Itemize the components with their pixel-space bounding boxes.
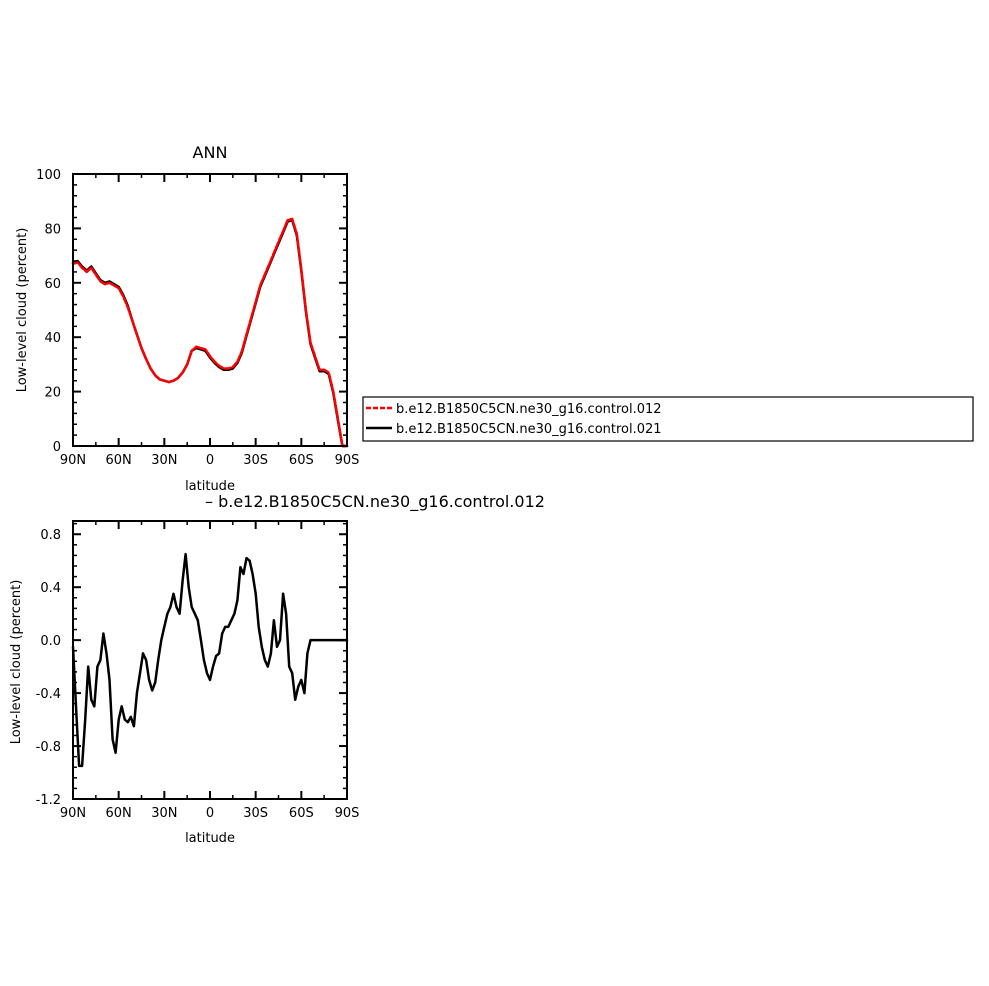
- x-axis-title: latitude: [185, 479, 235, 494]
- y-tick-label: 80: [44, 222, 61, 237]
- y-tick-label: 20: [44, 386, 61, 401]
- bottom-line-chart: – b.e12.B1850C5CN.ne30_g16.control.012 9…: [9, 492, 545, 846]
- x-tick-label: 90S: [335, 806, 360, 821]
- legend-label-series-1: b.e12.B1850C5CN.ne30_g16.control.012: [396, 402, 662, 417]
- y-tick-label: 0.8: [40, 528, 61, 543]
- legend-box: [362, 396, 974, 442]
- bottom-axes: 90N 60N 30N 0 30S 60S 90S -1.2 -0.8 -0.4 0.0 0.4 0.8: [36, 521, 360, 821]
- y-tick-label: 60: [44, 277, 61, 292]
- y-axis-title: Low-level cloud (percent): [9, 580, 24, 745]
- x-tick-label: 90N: [60, 453, 86, 468]
- x-tick-label: 30N: [151, 806, 177, 821]
- x-tick-label: 60S: [289, 453, 314, 468]
- y-tick-label: 0.0: [40, 634, 61, 649]
- y-tick-label: -0.4: [36, 687, 61, 702]
- x-tick-label: 30N: [151, 453, 177, 468]
- x-tick-label: 0: [206, 453, 214, 468]
- series-line-2: [71, 218, 349, 448]
- y-tick-label: -0.8: [36, 740, 61, 755]
- y-tick-label: -1.2: [36, 793, 61, 808]
- x-tick-label: 90S: [335, 453, 360, 468]
- series-line-1: [71, 217, 349, 448]
- x-tick-label: 30S: [243, 806, 268, 821]
- series-line-1: [71, 552, 349, 768]
- y-tick-label: 0: [53, 440, 61, 455]
- x-tick-label: 60S: [289, 806, 314, 821]
- x-tick-label: 0: [206, 806, 214, 821]
- difference-subtitle: – b.e12.B1850C5CN.ne30_g16.control.012: [205, 492, 545, 512]
- x-tick-label: 30S: [243, 453, 268, 468]
- chart-title: ANN: [193, 143, 228, 162]
- y-tick-label: 40: [44, 331, 61, 346]
- y-tick-label: 100: [36, 168, 61, 183]
- legend: b.e12.B1850C5CN.ne30_g16.control.012 b.e…: [362, 396, 974, 442]
- x-tick-label: 60N: [106, 806, 132, 821]
- legend-label-series-2: b.e12.B1850C5CN.ne30_g16.control.021: [396, 422, 662, 437]
- x-tick-label: 60N: [106, 453, 132, 468]
- x-axis-title: latitude: [185, 831, 235, 846]
- x-tick-label: 90N: [60, 806, 86, 821]
- top-series-group: [71, 217, 349, 448]
- top-line-chart: ANN 90N 60N 30N 0 30S 60S 90S 0 20 40 60 80 100 lati…: [15, 143, 359, 494]
- y-axis-title: Low-level cloud (percent): [15, 228, 30, 393]
- bottom-series-group: [71, 552, 349, 768]
- top-axes: 90N 60N 30N 0 30S 60S 90S 0 20 40 60 80 100: [36, 168, 359, 468]
- y-tick-label: 0.4: [40, 581, 61, 596]
